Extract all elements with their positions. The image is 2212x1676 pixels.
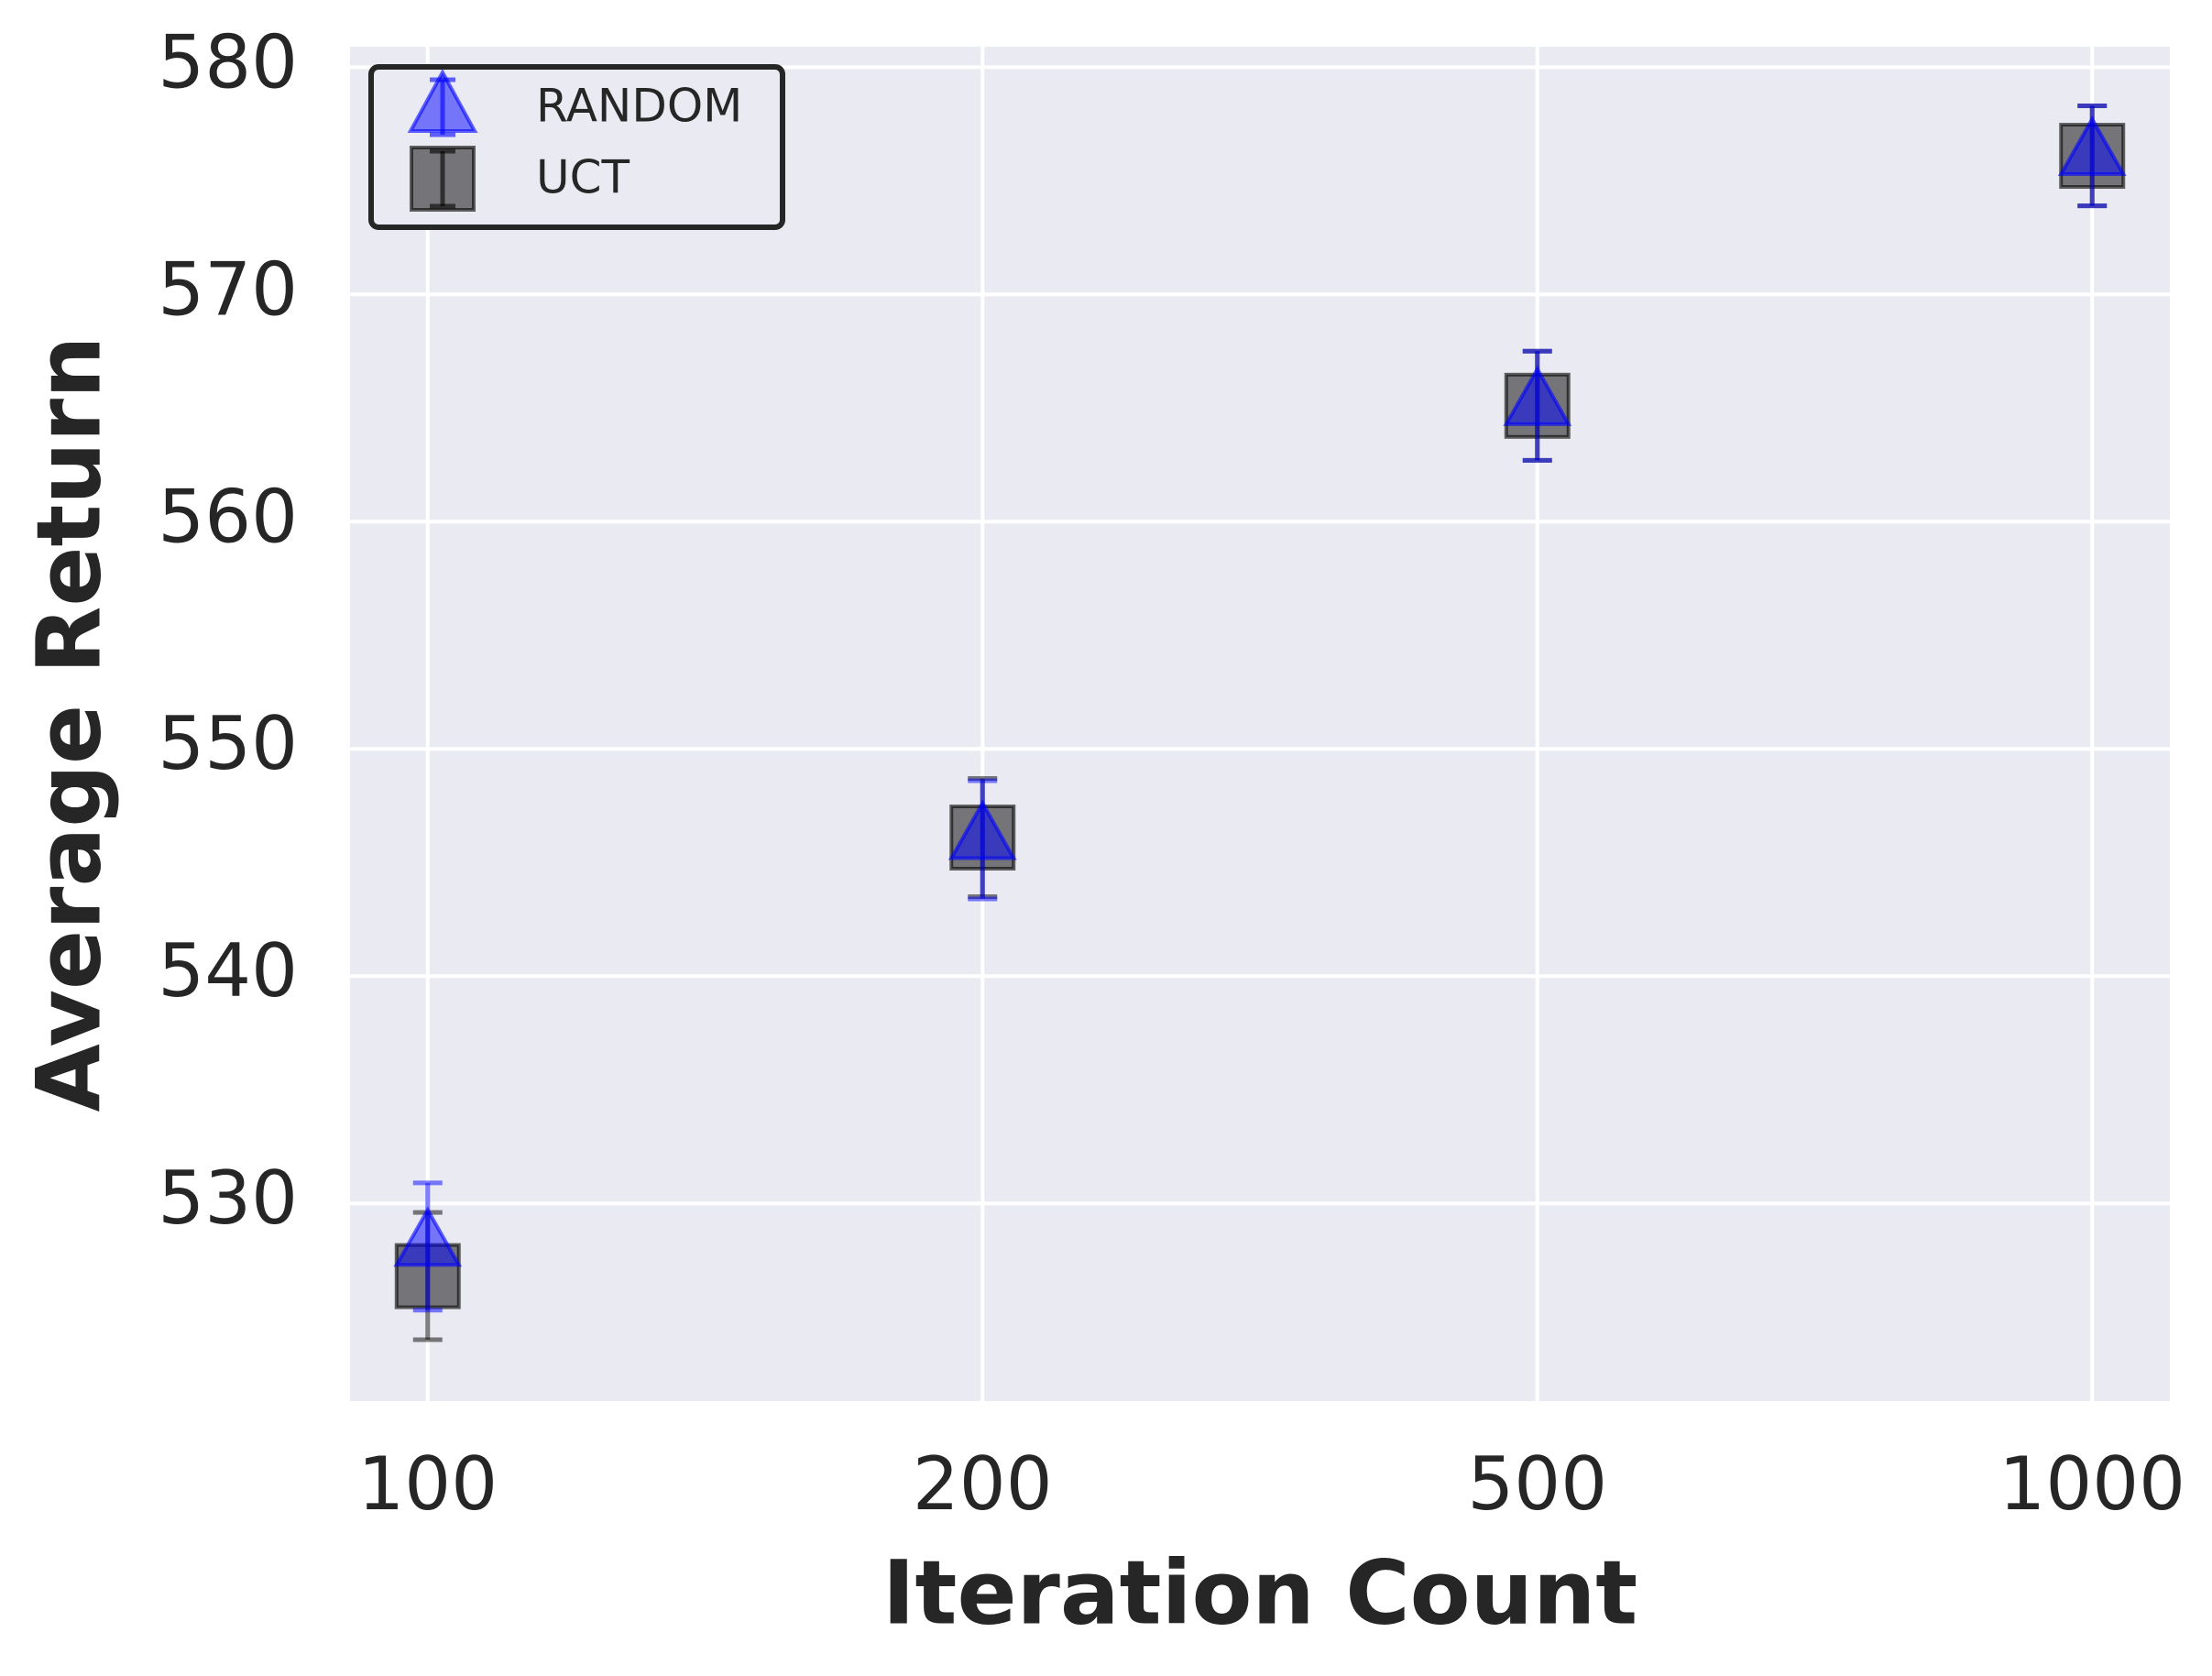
triangle-marker (1503, 365, 1572, 426)
triangle-marker (2057, 115, 2127, 177)
x-tick-label: 500 (1467, 1441, 1607, 1527)
y-tick-label: 550 (158, 701, 298, 786)
triangle-marker (393, 1206, 463, 1267)
triangle-marker (947, 799, 1017, 860)
legend-marker (410, 146, 476, 212)
x-tick-label: 1000 (1998, 1441, 2185, 1527)
x-axis-label: Iteration Count (882, 1541, 1637, 1644)
y-tick-label: 570 (158, 246, 298, 332)
y-tick-label: 560 (158, 474, 298, 559)
x-tick-label: 100 (357, 1441, 498, 1527)
legend-marker (407, 68, 478, 133)
y-axis-label: Average Return (17, 336, 120, 1112)
legend: RANDOM UCT (368, 64, 785, 230)
y-tick-label: 540 (158, 928, 298, 1013)
plot-area (350, 47, 2170, 1401)
x-tick-label: 200 (913, 1441, 1053, 1527)
y-tick-label: 530 (158, 1156, 298, 1241)
legend-label: RANDOM (536, 80, 742, 133)
legend-label: UCT (536, 151, 630, 204)
y-tick-label: 580 (158, 19, 298, 104)
